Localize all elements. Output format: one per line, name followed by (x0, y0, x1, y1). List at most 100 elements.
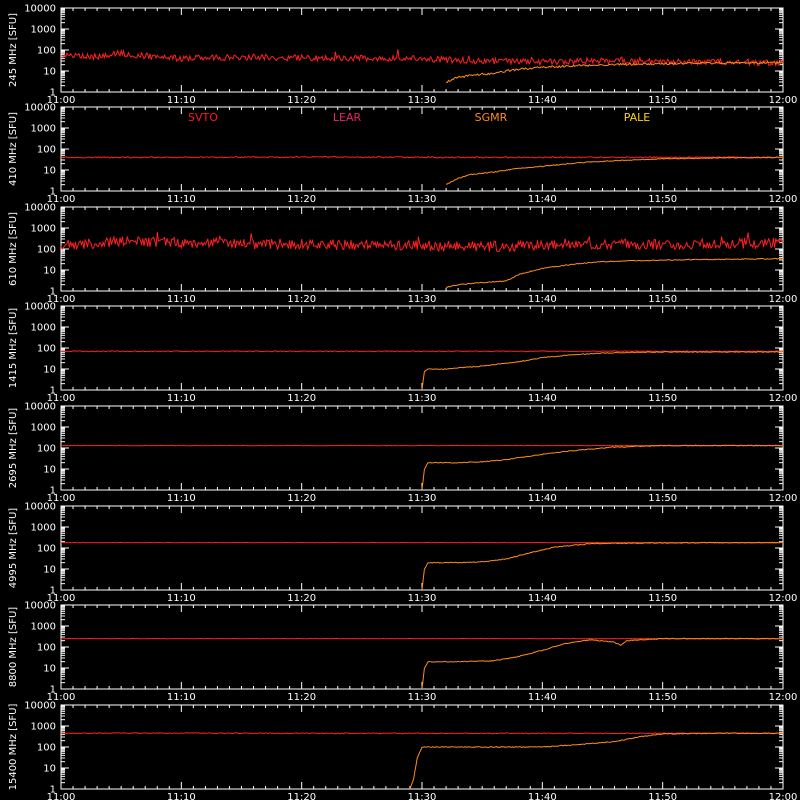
y-tick-label: 1000 (31, 25, 56, 36)
y-tick-label: 1000 (31, 722, 56, 733)
x-tick-label: 11:30 (408, 792, 437, 800)
y-tick-label: 10000 (24, 103, 56, 114)
x-tick-label: 11:00 (47, 493, 76, 504)
y-tick-label: 10 (43, 166, 56, 177)
x-tick-label: 12:00 (769, 593, 798, 604)
y-tick-label: 10000 (24, 402, 56, 413)
y-tick-label: 10000 (24, 701, 56, 712)
y-tick-label: 1 (50, 486, 56, 497)
series-line-flare (421, 541, 784, 590)
x-tick-label: 12:00 (769, 692, 798, 703)
x-tick-label: 11:30 (408, 593, 437, 604)
x-tick-label: 11:40 (528, 294, 557, 305)
x-tick-label: 11:00 (47, 95, 76, 106)
y-tick-label: 1000 (31, 622, 56, 633)
x-tick-label: 11:20 (287, 393, 316, 404)
plot-frame (60, 305, 784, 391)
x-tick-label: 11:20 (287, 294, 316, 305)
x-tick-label: 11:00 (47, 792, 76, 800)
series-line-flare (421, 350, 784, 391)
x-tick-label: 11:40 (528, 593, 557, 604)
series-line-flare (445, 156, 784, 185)
x-tick-label: 11:50 (648, 593, 677, 604)
y-tick-label: 1 (50, 685, 56, 696)
y-tick-label: 1 (50, 785, 56, 796)
plot-frame (60, 604, 784, 690)
chart-panel: 1 10 100 1000 10000 11:00 11:10 11:20 11:30 11:40… (8, 502, 797, 605)
y-tick-label: 100 (37, 46, 56, 57)
y-axis-label: 1415 MHz [SFU] (8, 308, 19, 389)
x-tick-label: 11:30 (408, 493, 437, 504)
y-tick-label: 1000 (31, 523, 56, 534)
x-tick-label: 11:10 (167, 95, 196, 106)
y-tick-label: 10000 (24, 302, 56, 313)
y-axis-label: 4995 MHz [SFU] (8, 508, 19, 589)
x-tick-label: 11:10 (167, 294, 196, 305)
x-tick-label: 11:50 (648, 692, 677, 703)
y-axis-label: 2695 MHz [SFU] (8, 408, 19, 489)
x-tick-label: 12:00 (769, 95, 798, 106)
y-tick-label: 100 (37, 145, 56, 156)
x-tick-label: 11:50 (648, 393, 677, 404)
x-tick-label: 11:10 (167, 194, 196, 205)
legend: SVTO LEAR SGMR PALE (188, 111, 650, 124)
x-tick-label: 12:00 (769, 294, 798, 305)
series-line-quiet (60, 732, 784, 735)
y-tick-label: 100 (37, 344, 56, 355)
series-line-quiet (60, 232, 784, 253)
y-tick-label: 10 (43, 664, 56, 675)
x-tick-label: 11:30 (408, 294, 437, 305)
chart-panel: 1 10 100 1000 10000 11:00 11:10 11:20 11:30 11:40… (8, 103, 797, 206)
y-tick-label: 10 (43, 365, 56, 376)
x-tick-label: 11:10 (167, 692, 196, 703)
x-tick-label: 11:40 (528, 493, 557, 504)
x-tick-label: 11:00 (47, 194, 76, 205)
y-axis-label: 245 MHz [SFU] (8, 13, 19, 87)
y-tick-label: 10 (43, 266, 56, 277)
y-tick-label: 1 (50, 187, 56, 198)
x-tick-label: 11:40 (528, 95, 557, 106)
y-tick-label: 1 (50, 386, 56, 397)
chart-panel: 1 10 100 1000 10000 11:00 11:10 11:20 11:30 11:40… (8, 701, 797, 800)
plot-frame (60, 505, 784, 591)
series-line-flare (421, 637, 784, 690)
y-axis-label: 15400 MHz [SFU] (8, 704, 19, 791)
series-line-flare (446, 257, 784, 288)
legend-entry: SGMR (475, 111, 508, 124)
y-tick-label: 1 (50, 287, 56, 298)
x-tick-label: 11:00 (47, 294, 76, 305)
legend-entry: LEAR (333, 111, 362, 124)
x-tick-label: 11:30 (408, 194, 437, 205)
x-tick-label: 11:00 (47, 692, 76, 703)
y-tick-label: 100 (37, 643, 56, 654)
x-tick-label: 11:20 (287, 692, 316, 703)
plot-frame (60, 106, 784, 192)
y-axis-label: 410 MHz [SFU] (8, 112, 19, 186)
y-tick-label: 100 (37, 743, 56, 754)
x-tick-label: 11:00 (47, 593, 76, 604)
x-tick-label: 11:20 (287, 792, 316, 800)
x-tick-label: 11:30 (408, 692, 437, 703)
plot-frame (60, 7, 784, 93)
chart-panel: 1 10 100 1000 10000 11:00 11:10 11:20 11:30 11:40… (8, 203, 797, 306)
x-tick-label: 11:00 (47, 393, 76, 404)
x-tick-label: 11:20 (287, 493, 316, 504)
y-tick-label: 1 (50, 586, 56, 597)
y-axis-label: 8800 MHz [SFU] (8, 607, 19, 688)
y-tick-label: 100 (37, 444, 56, 455)
x-tick-label: 11:50 (648, 95, 677, 106)
x-tick-label: 11:50 (648, 294, 677, 305)
x-tick-label: 11:40 (528, 393, 557, 404)
y-tick-label: 10000 (24, 502, 56, 513)
series-line-flare (446, 61, 784, 84)
x-tick-label: 11:30 (408, 393, 437, 404)
chart-panel: 1 10 100 1000 10000 11:00 11:10 11:20 11:30 11:40… (8, 601, 797, 704)
x-tick-label: 11:50 (648, 792, 677, 800)
x-tick-label: 11:20 (287, 95, 316, 106)
y-tick-label: 1000 (31, 124, 56, 135)
x-tick-label: 12:00 (769, 493, 798, 504)
x-tick-label: 12:00 (769, 393, 798, 404)
y-tick-label: 10000 (24, 4, 56, 15)
